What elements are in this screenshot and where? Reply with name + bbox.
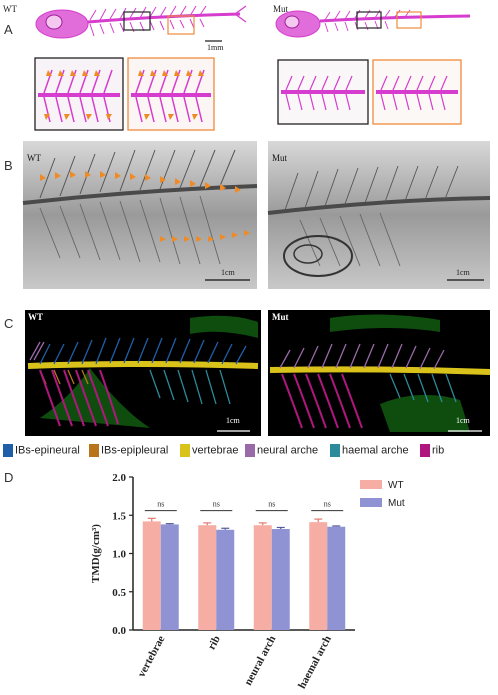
legend-label: neural arche xyxy=(257,444,319,457)
panel-b-wt-label: WT xyxy=(27,153,41,163)
panel-b-scale-label-left: 1cm xyxy=(221,268,235,277)
mut-3d-render xyxy=(268,310,491,436)
mut-orange-box-small xyxy=(396,11,422,29)
panel-c-mut-label: Mut xyxy=(272,312,289,322)
panel-b-xray-images xyxy=(22,141,491,289)
significance-label: ns xyxy=(324,500,331,509)
significance-label: ns xyxy=(157,500,164,509)
legend-label: rib xyxy=(432,444,445,457)
wt-zoom-orange xyxy=(127,57,215,131)
legend-item-ibs-epipleural: IBs-epipleural xyxy=(89,444,168,457)
x-tick-label: vertebrae xyxy=(136,634,168,680)
legend-swatch xyxy=(330,444,340,457)
wt-orange-box-small xyxy=(167,15,195,35)
y-axis-label: TMD(g/cm³) xyxy=(90,524,102,583)
wt-black-box-small xyxy=(123,11,151,31)
panel-a-wt-label: WT xyxy=(3,4,17,14)
legend-label: IBs-epipleural xyxy=(101,444,169,457)
legend-swatch xyxy=(245,444,255,457)
panel-c-wt-label: WT xyxy=(28,312,44,322)
significance-label: ns xyxy=(268,500,275,509)
significance-label: ns xyxy=(213,500,220,509)
panel-a-scale-label: 1mm xyxy=(207,43,224,52)
legend-item-rib: rib xyxy=(420,444,444,457)
panel-b-mut-label: Mut xyxy=(272,153,288,163)
mut-stained-fish xyxy=(275,9,471,38)
y-tick-label: 1.5 xyxy=(112,510,126,522)
bar-wt xyxy=(142,521,161,630)
mut-black-box-small xyxy=(356,11,382,29)
legend-label: vertebrae xyxy=(192,444,239,457)
tmd-bar-chart: 0.0 0.5 1.0 1.5 2.0 TMD(g/cm³) ns vertebrae ns ri… xyxy=(90,472,405,691)
bar-wt xyxy=(198,525,217,630)
mut-xray xyxy=(267,141,491,289)
bar-mut xyxy=(160,524,179,630)
wt-zoom-black xyxy=(34,57,124,131)
bar-mut xyxy=(271,529,290,630)
panel-c-scale-label-right: 1cm xyxy=(456,416,470,425)
legend-label: IBs-epineural xyxy=(15,444,80,457)
y-tick-label: 1.0 xyxy=(112,549,126,561)
legend-swatch xyxy=(3,444,13,457)
panel-c-scale-label-left: 1cm xyxy=(226,416,240,425)
panel-a-mut-label: Mut xyxy=(273,4,289,14)
bar-wt xyxy=(253,525,272,630)
legend-item-neural-arche: neural arche xyxy=(245,444,318,457)
panel-c-letter: C xyxy=(4,316,14,331)
panel-c-3d-renders xyxy=(25,310,491,436)
legend-swatch-wt xyxy=(360,480,382,489)
panel-d-letter: D xyxy=(4,470,14,485)
legend-label-mut: Mut xyxy=(388,498,405,509)
panel-b-letter: B xyxy=(4,158,13,173)
y-tick-label: 0.0 xyxy=(112,625,126,637)
bar-mut xyxy=(216,529,235,630)
legend-label: haemal arche xyxy=(342,444,409,457)
x-tick-label: neural arch xyxy=(242,634,278,688)
legend-swatch xyxy=(420,444,430,457)
panel-a-letter: A xyxy=(4,22,13,37)
bar-mut xyxy=(327,526,346,630)
y-tick-label: 0.5 xyxy=(112,587,126,599)
wt-stained-fish xyxy=(35,5,247,39)
y-tick-label: 2.0 xyxy=(112,472,126,484)
mut-zoom-black xyxy=(277,59,369,125)
legend-item-vertebrae: vertebrae xyxy=(180,444,238,457)
x-tick-label: rib xyxy=(206,634,223,652)
wt-xray xyxy=(22,141,258,289)
legend-item-haemal-arche: haemal arche xyxy=(330,444,409,457)
legend-item-ibs-epineural: IBs-epineural xyxy=(3,444,80,457)
wt-3d-render xyxy=(25,310,261,436)
legend-swatch xyxy=(89,444,99,457)
legend-swatch-mut xyxy=(360,498,382,507)
bar-wt xyxy=(309,522,328,630)
mut-zoom-orange xyxy=(372,59,462,125)
x-tick-label: haemal arch xyxy=(296,634,334,691)
legend-swatch xyxy=(180,444,190,457)
legend-label-wt: WT xyxy=(388,480,404,491)
panel-a-skeleton-images xyxy=(34,5,471,131)
panel-b-scale-label-right: 1cm xyxy=(456,268,470,277)
